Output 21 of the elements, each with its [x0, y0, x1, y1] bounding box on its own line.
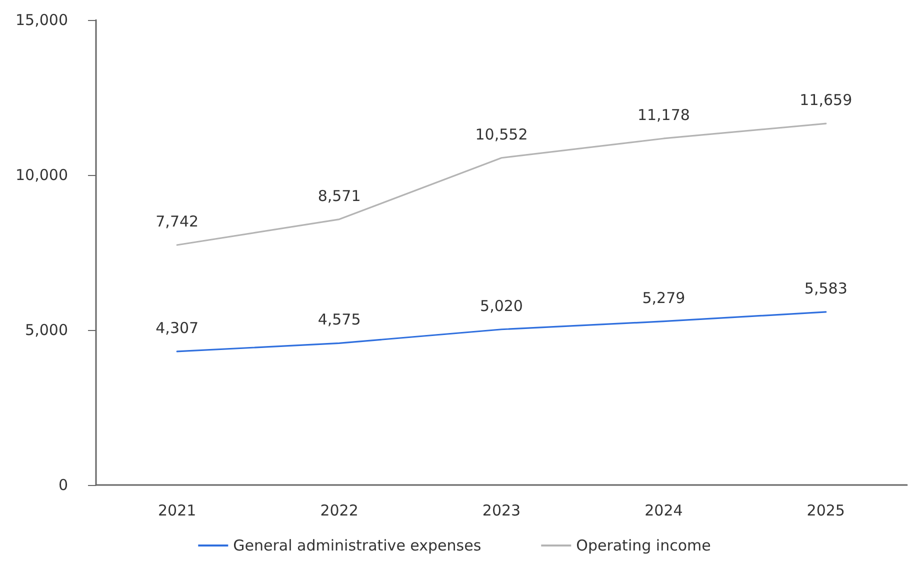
data-label: 11,178	[637, 106, 690, 124]
data-label: 4,575	[318, 310, 361, 329]
x-tick-label: 2024	[644, 502, 683, 520]
data-label: 5,583	[804, 279, 848, 298]
data-label: 8,571	[318, 186, 361, 205]
x-tick-label: 2023	[482, 502, 521, 520]
y-tick-label: 5,000	[25, 321, 68, 339]
data-label: 5,279	[642, 288, 686, 307]
y-tick-label: 15,000	[16, 11, 68, 29]
x-tick-label: 2021	[158, 502, 196, 520]
data-label: 5,020	[480, 296, 523, 315]
data-label: 4,307	[156, 318, 199, 337]
y-tick-label: 10,000	[16, 166, 68, 184]
data-label: 7,742	[156, 212, 199, 230]
data-label: 10,552	[475, 125, 528, 144]
legend-label: General administrative expenses	[233, 536, 482, 554]
data-label: 11,659	[800, 91, 852, 110]
legend-label: Operating income	[576, 536, 711, 554]
x-tick-label: 2022	[320, 502, 358, 520]
x-tick-label: 2025	[806, 502, 845, 520]
y-tick-label: 0	[58, 476, 68, 494]
